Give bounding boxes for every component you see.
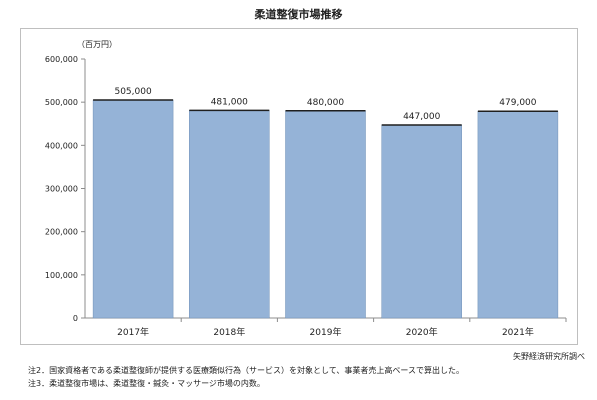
chart-title: 柔道整復市場推移	[254, 8, 343, 21]
y-tick-label: 0	[73, 314, 78, 323]
bar	[381, 124, 462, 319]
bar	[92, 99, 174, 319]
bar-chart: （百万円） 0 100,000 200,000 300,000 400,000 500,00…	[45, 40, 567, 338]
bar	[189, 110, 270, 319]
y-unit-label: （百万円）	[77, 40, 117, 49]
bar	[477, 110, 559, 319]
data-label: 505,000	[114, 87, 151, 97]
data-label: 447,000	[403, 112, 440, 122]
y-tick-label: 100,000	[45, 271, 78, 280]
x-tick-label: 2019年	[310, 326, 342, 338]
chart-area: （百万円） 0 100,000 200,000 300,000 400,000 500,00…	[20, 28, 578, 345]
footnote-2: 注2．国家資格者である柔道整復師が提供する医療類似行為（サービス）を対象として、…	[28, 366, 464, 375]
x-tick-label: 2017年	[117, 326, 149, 338]
y-tick-label: 400,000	[45, 141, 78, 150]
source-label: 矢野経済研究所調べ	[513, 352, 585, 361]
data-label: 480,000	[307, 98, 344, 108]
footnote-3: 注3．柔道整復市場は、柔道整復・鍼灸・マッサージ市場の内数。	[28, 379, 265, 388]
data-label: 479,000	[499, 98, 536, 108]
data-label: 481,000	[211, 97, 248, 107]
x-tick-label: 2020年	[406, 326, 438, 338]
y-tick-label: 600,000	[45, 55, 78, 64]
x-tick-label: 2021年	[502, 326, 534, 338]
x-tick-label: 2018年	[213, 326, 245, 338]
bar	[285, 110, 366, 319]
y-tick-label: 200,000	[45, 228, 78, 237]
y-tick-label: 300,000	[45, 185, 78, 194]
y-tick-label: 500,000	[45, 98, 78, 107]
